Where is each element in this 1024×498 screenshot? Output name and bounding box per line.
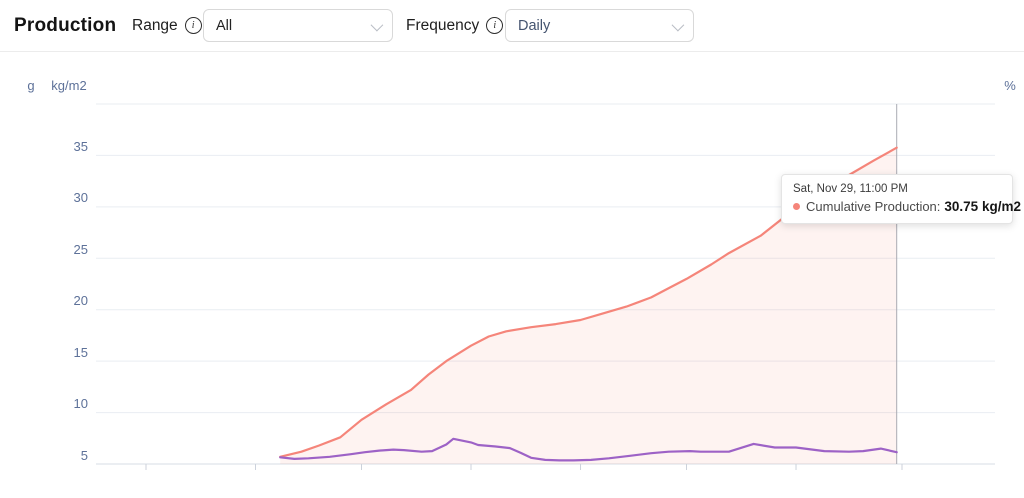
series-lines bbox=[279, 146, 898, 462]
tooltip-value: 30.75 kg/m2 bbox=[944, 199, 1021, 214]
tooltip-series-row: Cumulative Production: 30.75 kg/m2 bbox=[793, 199, 1021, 214]
frequency-label-group: Frequency i bbox=[406, 0, 504, 51]
frequency-label: Frequency bbox=[406, 16, 480, 34]
series-dot-icon bbox=[793, 203, 800, 210]
range-label-group: Range i bbox=[132, 0, 202, 51]
frequency-info-icon[interactable]: i bbox=[486, 17, 504, 34]
frequency-select[interactable]: Daily bbox=[505, 9, 694, 42]
chart-canvas[interactable] bbox=[0, 52, 1024, 498]
cumulative-production-line bbox=[279, 146, 898, 458]
page-title: Production bbox=[14, 15, 117, 36]
frequency-select-value: Daily bbox=[518, 17, 551, 34]
range-select-value: All bbox=[216, 17, 233, 34]
chart-header: Production Range i All Frequency i Daily bbox=[0, 0, 1024, 52]
tooltip-date: Sat, Nov 29, 11:00 PM bbox=[793, 183, 908, 195]
tooltip-series-label: Cumulative Production: bbox=[806, 199, 941, 214]
chart-tooltip: Sat, Nov 29, 11:00 PM Cumulative Product… bbox=[781, 174, 1021, 224]
cumulative-area-fill bbox=[280, 147, 897, 464]
range-info-icon[interactable]: i bbox=[184, 17, 202, 34]
chart-plot-area[interactable]: 35302520151050May 2025Jun 2025Jul 2025Au… bbox=[0, 52, 1024, 498]
daily-production-line bbox=[279, 437, 898, 462]
range-label: Range bbox=[132, 16, 178, 34]
chart-gridlines bbox=[96, 103, 995, 465]
x-axis-tick-marks bbox=[145, 464, 903, 470]
range-select[interactable]: All bbox=[203, 9, 393, 42]
